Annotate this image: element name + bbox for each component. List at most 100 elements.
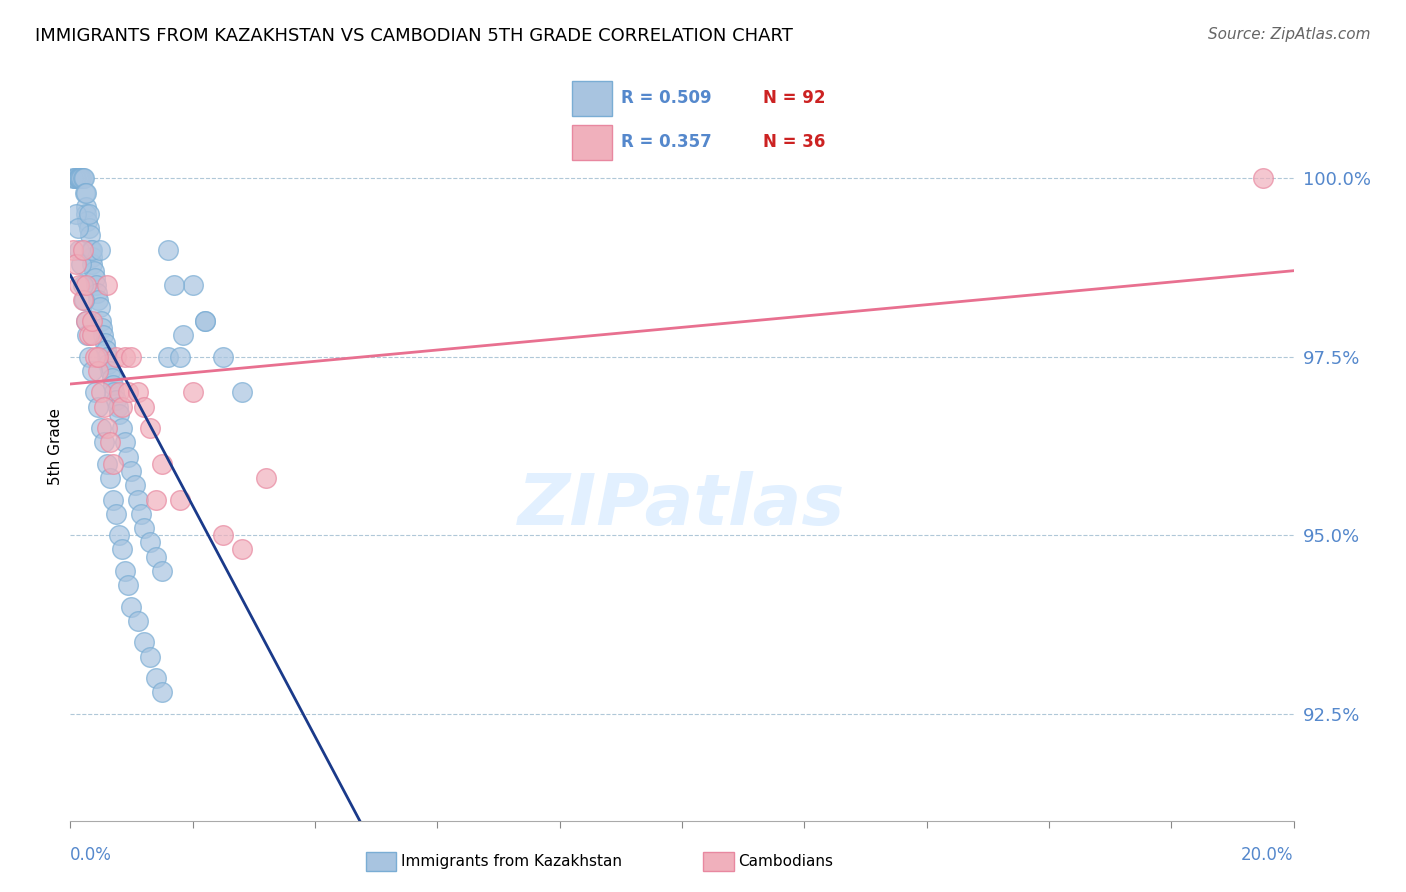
Point bbox=[194, 314, 217, 328]
Text: IMMIGRANTS FROM KAZAKHSTAN VS CAMBODIAN 5TH GRADE CORRELATION CHART: IMMIGRANTS FROM KAZAKHSTAN VS CAMBODIAN … bbox=[35, 27, 793, 45]
Point bbox=[107, 400, 129, 414]
Point bbox=[90, 314, 112, 328]
Point bbox=[77, 350, 100, 364]
Point bbox=[72, 171, 94, 186]
FancyBboxPatch shape bbox=[572, 81, 612, 116]
Point bbox=[77, 207, 100, 221]
Point bbox=[105, 507, 128, 521]
Point bbox=[80, 314, 103, 328]
Point bbox=[82, 257, 104, 271]
Point bbox=[62, 243, 84, 257]
Text: R = 0.509: R = 0.509 bbox=[621, 89, 711, 107]
Point bbox=[101, 378, 124, 392]
Text: 0.0%: 0.0% bbox=[70, 846, 112, 863]
Point bbox=[132, 635, 155, 649]
Point bbox=[101, 371, 124, 385]
Point bbox=[127, 614, 149, 628]
Point bbox=[93, 435, 115, 450]
Text: R = 0.357: R = 0.357 bbox=[621, 133, 711, 151]
Point bbox=[75, 278, 97, 293]
Point bbox=[111, 542, 134, 557]
Text: N = 36: N = 36 bbox=[763, 133, 825, 151]
Point bbox=[98, 364, 121, 378]
Point bbox=[90, 421, 112, 435]
Point bbox=[111, 400, 134, 414]
Point bbox=[139, 535, 162, 549]
FancyBboxPatch shape bbox=[572, 125, 612, 160]
Point bbox=[108, 407, 131, 421]
Point bbox=[103, 385, 125, 400]
Point bbox=[75, 200, 97, 214]
Point bbox=[70, 171, 93, 186]
Point bbox=[72, 278, 94, 293]
Point bbox=[150, 564, 173, 578]
Point bbox=[1251, 171, 1274, 186]
Point bbox=[96, 457, 118, 471]
Point bbox=[69, 171, 91, 186]
Point bbox=[91, 328, 114, 343]
Point bbox=[77, 328, 100, 343]
Point bbox=[87, 293, 110, 307]
Point bbox=[163, 278, 186, 293]
Point bbox=[83, 385, 105, 400]
Point bbox=[117, 450, 139, 464]
Point bbox=[67, 171, 90, 186]
Point bbox=[65, 257, 87, 271]
Point bbox=[127, 492, 149, 507]
Point bbox=[89, 243, 111, 257]
Point bbox=[94, 343, 117, 357]
Point bbox=[117, 385, 139, 400]
Point bbox=[121, 599, 143, 614]
Point bbox=[76, 214, 98, 228]
Point bbox=[80, 243, 103, 257]
Point bbox=[75, 314, 97, 328]
Point bbox=[69, 243, 91, 257]
Point bbox=[69, 171, 91, 186]
Point bbox=[86, 285, 108, 300]
Point bbox=[62, 171, 84, 186]
Point bbox=[139, 421, 162, 435]
Text: ZIPatlas: ZIPatlas bbox=[519, 472, 845, 541]
Point bbox=[145, 671, 167, 685]
Point bbox=[66, 221, 89, 235]
Point bbox=[150, 685, 173, 699]
Point bbox=[121, 350, 143, 364]
Point bbox=[181, 278, 204, 293]
Point bbox=[83, 271, 105, 285]
Point bbox=[83, 264, 105, 278]
Point bbox=[169, 350, 191, 364]
Point bbox=[80, 328, 103, 343]
Point bbox=[157, 243, 180, 257]
Point bbox=[96, 278, 118, 293]
Point bbox=[98, 471, 121, 485]
Point bbox=[75, 186, 97, 200]
Point bbox=[124, 478, 146, 492]
Point bbox=[87, 364, 110, 378]
Point bbox=[108, 528, 131, 542]
Point bbox=[212, 528, 235, 542]
Point bbox=[93, 400, 115, 414]
Point bbox=[77, 221, 100, 235]
Point bbox=[79, 228, 101, 243]
Text: 20.0%: 20.0% bbox=[1241, 846, 1294, 863]
Point bbox=[66, 171, 89, 186]
Point bbox=[114, 350, 136, 364]
Point bbox=[181, 385, 204, 400]
Point bbox=[254, 471, 277, 485]
Point bbox=[121, 464, 143, 478]
Point bbox=[145, 492, 167, 507]
Point bbox=[75, 207, 97, 221]
Point bbox=[80, 243, 103, 257]
Point bbox=[97, 357, 120, 371]
Point bbox=[231, 542, 253, 557]
Point bbox=[111, 421, 134, 435]
Point bbox=[114, 435, 136, 450]
Text: Cambodians: Cambodians bbox=[738, 855, 834, 869]
Point bbox=[105, 350, 128, 364]
Point bbox=[83, 350, 105, 364]
Point bbox=[157, 350, 180, 364]
Point bbox=[108, 385, 131, 400]
Point bbox=[101, 457, 124, 471]
Point bbox=[69, 278, 91, 293]
Point bbox=[139, 649, 162, 664]
